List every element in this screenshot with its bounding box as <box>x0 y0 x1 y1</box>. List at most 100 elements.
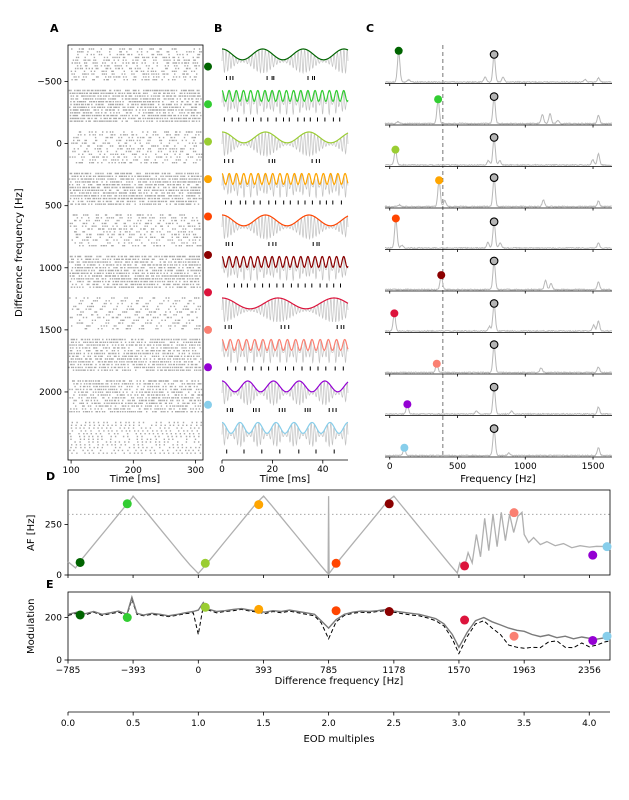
raster-block-9 <box>69 421 202 454</box>
panel-e-frame <box>67 591 611 661</box>
raster-block-5 <box>68 255 202 288</box>
panel-d-ytick-label: 250 <box>45 520 62 530</box>
eod-peak-marker-row-6 <box>489 299 499 308</box>
condition-marker-a-1 <box>204 100 212 109</box>
am-peak-dot-row-5 <box>437 271 446 280</box>
panel-c-xtick-label: 1500 <box>582 462 605 472</box>
spike-raster-row-6 <box>224 325 345 329</box>
eod-peak-marker-row-4 <box>489 217 499 227</box>
waveform-row-9 <box>221 421 349 448</box>
raster-block-0 <box>70 48 202 81</box>
eod-axis-tick-label: 1.0 <box>191 719 206 729</box>
spike-raster-row-3 <box>225 200 342 205</box>
spike-raster-row-7 <box>227 366 344 371</box>
am-peak-dot-row-1 <box>434 95 443 104</box>
condition-dot-d-2 <box>200 558 210 568</box>
panel-e-xtick-label: 0 <box>195 666 201 676</box>
panel-e-xtick-label: 1570 <box>447 666 470 676</box>
am-peak-dot-row-9 <box>400 443 409 452</box>
modulation-expected-dashed <box>67 597 611 655</box>
panel-a-ytick-label: −500 <box>37 78 62 88</box>
waveform-row-0 <box>221 47 349 75</box>
eod-peak-marker-row-0 <box>489 50 499 59</box>
condition-dot-e-2 <box>200 602 210 612</box>
spectrum-row-7 <box>384 343 612 374</box>
waveform-row-4 <box>221 214 349 241</box>
panel-d-label: D <box>46 470 56 483</box>
spectrum-row-1 <box>384 96 613 125</box>
am-envelope-row-8 <box>221 380 349 393</box>
am-peak-dot-row-4 <box>391 214 400 223</box>
raster-block-1 <box>68 89 202 122</box>
raster-block-8 <box>69 380 203 413</box>
condition-marker-a-2 <box>204 137 212 146</box>
raster-block-7 <box>68 338 202 371</box>
waveform-row-8 <box>221 380 349 406</box>
condition-dot-d-5 <box>384 499 394 509</box>
panel-e-ylabel: Modulation <box>26 598 37 655</box>
am-envelope-row-5 <box>221 255 349 268</box>
am-envelope-row-1 <box>221 89 349 102</box>
am-peak-dot-row-2 <box>391 145 400 154</box>
panel-e-xtick-label: 2356 <box>578 666 601 676</box>
eod-axis-tick-label: 3.0 <box>452 719 467 729</box>
panel-e-xtick-label: 1178 <box>382 666 405 676</box>
spike-raster-row-4 <box>225 242 320 246</box>
waveform-row-7 <box>221 339 349 364</box>
eod-peak-marker-row-3 <box>489 173 499 182</box>
condition-dot-d-9 <box>602 542 612 552</box>
am-peak-dot-row-3 <box>435 176 444 185</box>
condition-dot-e-7 <box>509 631 519 641</box>
eod-axis-tick-label: 2.5 <box>387 719 401 729</box>
panel-d-ylabel: AF [Hz] <box>26 514 37 551</box>
eod-axis-tick-label: 4.0 <box>582 719 597 729</box>
condition-marker-a-5 <box>204 250 212 259</box>
eod-peak-marker-row-2 <box>489 133 499 142</box>
condition-dot-e-1 <box>122 613 132 622</box>
condition-dot-d-8 <box>588 550 598 560</box>
eod-peak-marker-row-8 <box>489 382 499 392</box>
panel-b-xtick-label: 0 <box>219 465 225 475</box>
am-peak-dot-row-6 <box>390 309 399 318</box>
condition-dot-e-5 <box>384 607 394 617</box>
panel-a-ytick-label: 2000 <box>39 388 62 398</box>
spectrum-row-3 <box>384 176 612 208</box>
condition-dot-e-6 <box>460 615 470 625</box>
spike-raster-row-0 <box>226 76 315 80</box>
panel-e-xtick-label: 1963 <box>513 666 536 676</box>
condition-marker-a-9 <box>204 400 212 409</box>
eod-axis-tick-label: 0.5 <box>126 719 140 729</box>
condition-dot-e-8 <box>588 635 598 645</box>
am-envelope-row-0 <box>222 48 349 61</box>
condition-dot-d-0 <box>75 557 85 567</box>
condition-dot-e-4 <box>331 606 341 616</box>
panel-e-ytick-label: 0 <box>56 656 62 666</box>
panel-a-xtick-label: 200 <box>125 466 142 476</box>
raster-block-3 <box>68 172 202 205</box>
panel-e-xtick-label: −785 <box>56 666 81 676</box>
panel-e-xtick-label: −393 <box>121 666 146 676</box>
panel-a-ytick-label: 500 <box>45 202 62 212</box>
panel-b-xtick-label: 40 <box>317 465 329 475</box>
panel-c-xtick-label: 1000 <box>514 462 537 472</box>
condition-marker-a-4 <box>204 212 212 221</box>
spike-raster-row-1 <box>223 117 341 122</box>
panel-e-xlabel: Difference frequency [Hz] <box>274 676 404 687</box>
spectrum-row-8 <box>385 387 612 416</box>
panel-a-frame <box>67 44 204 461</box>
am-peak-dot-row-0 <box>394 46 403 55</box>
eod-peak-marker-row-1 <box>489 92 499 101</box>
condition-dot-d-3 <box>254 500 264 510</box>
raster-block-6 <box>69 297 201 330</box>
panel-a-xtick-label: 100 <box>63 466 80 476</box>
spectrum-row-2 <box>384 136 612 167</box>
waveform-row-2 <box>221 131 349 158</box>
am-envelope-row-3 <box>221 172 349 185</box>
raster-block-2 <box>69 131 203 164</box>
panel-c-label: C <box>366 22 375 35</box>
panel-d-ytick-label: 0 <box>56 571 62 581</box>
condition-marker-a-0 <box>204 62 212 71</box>
raster-block-4 <box>69 214 202 247</box>
am-peak-dot-row-8 <box>403 400 412 409</box>
